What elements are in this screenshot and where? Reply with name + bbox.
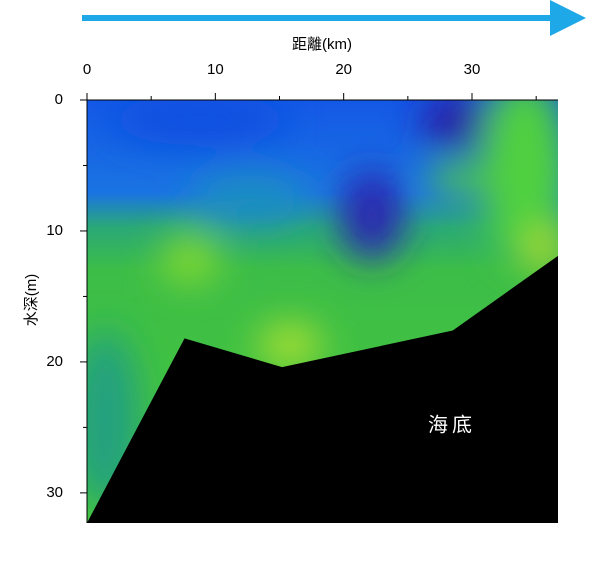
x-tick-label: 20 — [335, 61, 352, 78]
x-tick-label: 0 — [83, 61, 91, 78]
annotation: 海底 — [428, 413, 476, 436]
y-tick-label: 10 — [46, 222, 63, 239]
x-tick-label: 10 — [207, 61, 224, 78]
seafloor — [87, 255, 558, 523]
y-tick-label: 30 — [46, 484, 63, 501]
x-axis-label: 距離(km) — [292, 35, 352, 53]
y-axis-label: 水深(m) — [23, 274, 40, 327]
y-tick-label: 20 — [46, 353, 63, 370]
x-tick-label: 30 — [464, 61, 481, 78]
y-tick-label: 0 — [55, 91, 63, 108]
